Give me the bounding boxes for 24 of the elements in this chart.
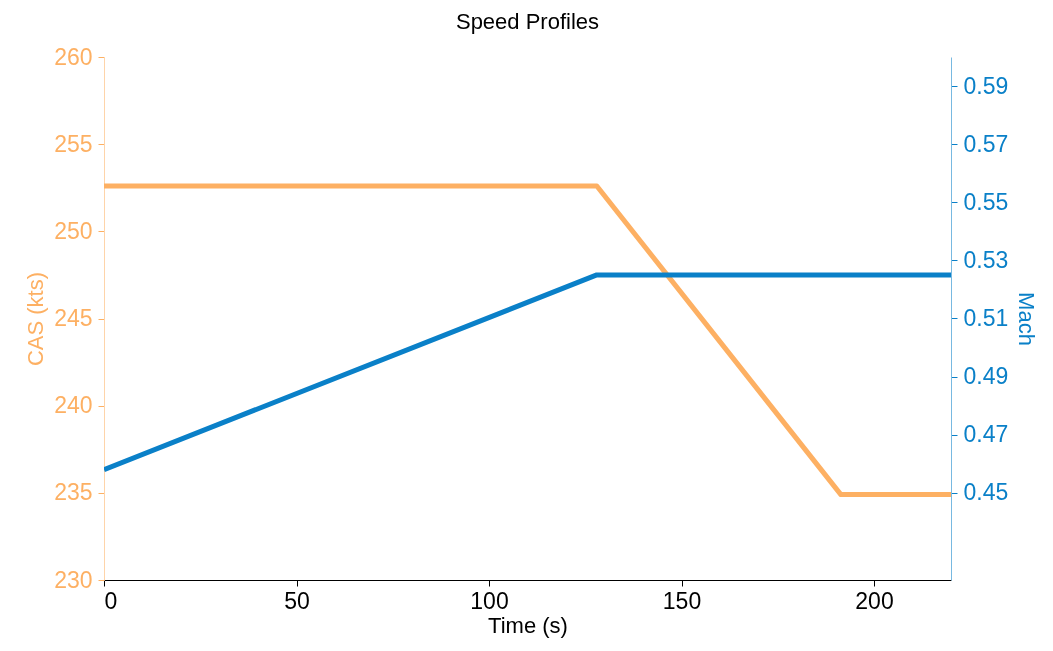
x-tick-label: 100	[470, 587, 509, 614]
y2-tick-label: 0.53	[963, 246, 1009, 273]
y2-tick-label: 0.57	[963, 130, 1009, 157]
y-tick-label: 240	[54, 392, 93, 419]
y2-tick-label: 0.59	[963, 72, 1009, 99]
y2-axis-title: Mach	[1014, 292, 1040, 346]
y-tick-label: 250	[54, 217, 93, 244]
x-tick-label: 0	[104, 587, 118, 614]
y-tick-label: 230	[54, 566, 93, 593]
chart-title: Speed Profiles	[455, 9, 600, 34]
y2-tick-label: 0.51	[963, 305, 1009, 331]
y-tick-label: 255	[54, 130, 93, 157]
x-tick-label: 150	[662, 587, 702, 614]
y-tick-label: 260	[54, 43, 93, 70]
y2-tick-label: 0.49	[963, 363, 1009, 390]
y-tick-label: 235	[54, 479, 93, 506]
x-axis-title: Time (s)	[488, 612, 568, 638]
y-tick-label: 245	[54, 305, 93, 331]
y2-tick-label: 0.55	[963, 188, 1009, 215]
y2-tick-label: 0.47	[963, 421, 1009, 448]
x-tick-label: 50	[284, 587, 310, 614]
y-axis-title: CAS (kts)	[23, 271, 49, 367]
x-tick-label: 200	[855, 587, 894, 614]
y2-tick-label: 0.45	[963, 479, 1009, 506]
